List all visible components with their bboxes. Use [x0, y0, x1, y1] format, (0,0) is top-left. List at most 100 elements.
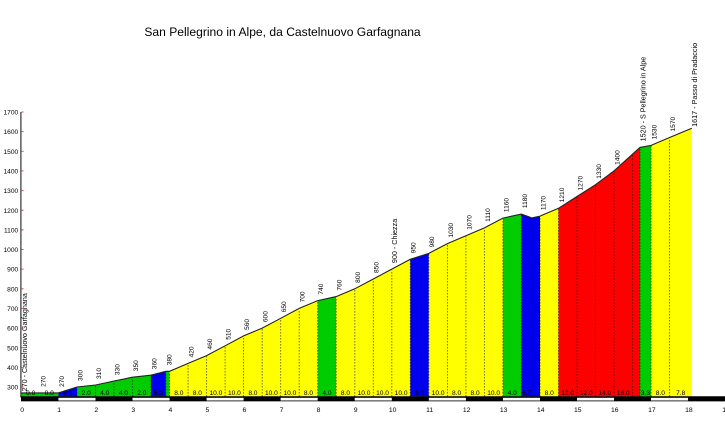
svg-text:1: 1 [57, 407, 61, 414]
svg-text:16: 16 [611, 407, 619, 414]
svg-text:1400: 1400 [4, 169, 19, 176]
svg-text:760: 760 [337, 279, 344, 290]
svg-text:10.0: 10.0 [487, 390, 500, 397]
svg-text:5: 5 [206, 407, 210, 414]
svg-text:1700: 1700 [4, 110, 19, 117]
svg-text:8.0: 8.0 [545, 390, 554, 397]
svg-text:10.0: 10.0 [283, 390, 296, 397]
svg-text:460: 460 [207, 338, 214, 349]
svg-text:10.0: 10.0 [209, 390, 222, 397]
svg-text:310: 310 [96, 368, 103, 379]
svg-text:300: 300 [77, 370, 84, 381]
svg-text:4.0: 4.0 [508, 390, 517, 397]
svg-text:900 - Chiezza: 900 - Chiezza [390, 219, 399, 263]
svg-text:270: 270 [59, 376, 66, 387]
svg-text:650: 650 [281, 301, 288, 312]
svg-text:8.0: 8.0 [656, 390, 665, 397]
svg-text:360: 360 [151, 358, 158, 369]
svg-text:7: 7 [280, 407, 284, 414]
svg-text:1000: 1000 [4, 247, 19, 254]
svg-text:800: 800 [355, 271, 362, 282]
svg-text:8.0: 8.0 [341, 390, 350, 397]
svg-text:8.0: 8.0 [248, 390, 257, 397]
svg-text:700: 700 [7, 306, 18, 313]
svg-text:10.0: 10.0 [358, 390, 371, 397]
svg-text:0: 0 [20, 407, 24, 414]
svg-text:12.0: 12.0 [561, 390, 574, 397]
svg-text:1160: 1160 [503, 198, 510, 213]
svg-text:8.0: 8.0 [452, 390, 461, 397]
svg-text:6.0: 6.0 [415, 390, 424, 397]
svg-text:6: 6 [243, 407, 247, 414]
svg-text:270: 270 [40, 376, 47, 387]
svg-text:740: 740 [318, 283, 325, 294]
svg-text:4: 4 [169, 407, 173, 414]
svg-text:420: 420 [189, 346, 196, 357]
svg-text:330: 330 [114, 364, 121, 375]
svg-text:1570: 1570 [670, 116, 677, 131]
svg-text:380: 380 [166, 354, 173, 365]
svg-text:15: 15 [574, 407, 582, 414]
svg-text:700: 700 [300, 291, 307, 302]
svg-text:850: 850 [374, 262, 381, 273]
svg-text:10.0: 10.0 [228, 390, 241, 397]
svg-text:270 - Castelnuovo Garfagnana: 270 - Castelnuovo Garfagnana [20, 293, 29, 391]
svg-text:980: 980 [429, 236, 436, 247]
svg-text:1600: 1600 [4, 129, 19, 136]
svg-text:1070: 1070 [466, 215, 473, 230]
svg-text:1520 - S Pellegrino in Alpe: 1520 - S Pellegrino in Alpe [638, 57, 647, 142]
svg-text:560: 560 [244, 319, 251, 330]
svg-text:San Pellegrino in Alpe, da Cas: San Pellegrino in Alpe, da Castelnuovo G… [144, 25, 421, 39]
svg-text:19: 19 [722, 407, 725, 414]
svg-text:1330: 1330 [596, 164, 603, 179]
svg-text:900: 900 [7, 267, 18, 274]
svg-text:1200: 1200 [4, 208, 19, 215]
svg-text:2.0: 2.0 [137, 390, 146, 397]
svg-text:350: 350 [133, 360, 140, 371]
svg-text:12.0: 12.0 [580, 390, 593, 397]
svg-text:0.0: 0.0 [45, 390, 54, 397]
svg-text:1270: 1270 [577, 175, 584, 190]
svg-text:600: 600 [263, 311, 270, 322]
svg-text:1210: 1210 [559, 187, 566, 202]
svg-text:950: 950 [411, 242, 418, 253]
svg-text:1100: 1100 [4, 228, 19, 235]
svg-text:7.8: 7.8 [676, 390, 685, 397]
svg-text:8.0: 8.0 [471, 390, 480, 397]
svg-text:500: 500 [7, 345, 18, 352]
svg-text:1110: 1110 [485, 208, 492, 222]
svg-text:1170: 1170 [540, 196, 547, 211]
svg-text:1530: 1530 [652, 124, 659, 139]
svg-text:2.0: 2.0 [82, 390, 91, 397]
svg-text:8.0: 8.0 [193, 390, 202, 397]
svg-text:10.0: 10.0 [376, 390, 389, 397]
svg-text:300: 300 [7, 385, 18, 392]
svg-text:400: 400 [7, 365, 18, 372]
svg-text:17: 17 [648, 407, 656, 414]
svg-text:1617 - Passo di Pradaccio: 1617 - Passo di Pradaccio [690, 43, 699, 127]
svg-text:3.3: 3.3 [641, 390, 650, 397]
svg-text:4.0: 4.0 [119, 390, 128, 397]
svg-text:1030: 1030 [448, 223, 455, 238]
svg-text:1400: 1400 [614, 150, 621, 165]
svg-text:600: 600 [7, 326, 18, 333]
svg-text:1500: 1500 [4, 149, 19, 156]
svg-text:12: 12 [463, 407, 471, 414]
svg-text:9: 9 [354, 407, 358, 414]
svg-text:13: 13 [500, 407, 508, 414]
svg-text:510: 510 [226, 328, 233, 339]
svg-text:14: 14 [537, 407, 545, 414]
svg-text:16.0: 16.0 [617, 390, 630, 397]
svg-text:0.0: 0.0 [26, 390, 35, 397]
svg-text:10.0: 10.0 [265, 390, 278, 397]
svg-text:6.7: 6.7 [522, 390, 531, 397]
svg-text:6.0: 6.0 [63, 390, 72, 397]
svg-text:8: 8 [317, 407, 321, 414]
svg-text:4.0: 4.0 [100, 390, 109, 397]
svg-text:2: 2 [94, 407, 98, 414]
svg-text:800: 800 [7, 286, 18, 293]
svg-text:8.0: 8.0 [304, 390, 313, 397]
svg-text:4.0: 4.0 [322, 390, 331, 397]
svg-text:18: 18 [685, 407, 693, 414]
svg-text:10: 10 [389, 407, 397, 414]
